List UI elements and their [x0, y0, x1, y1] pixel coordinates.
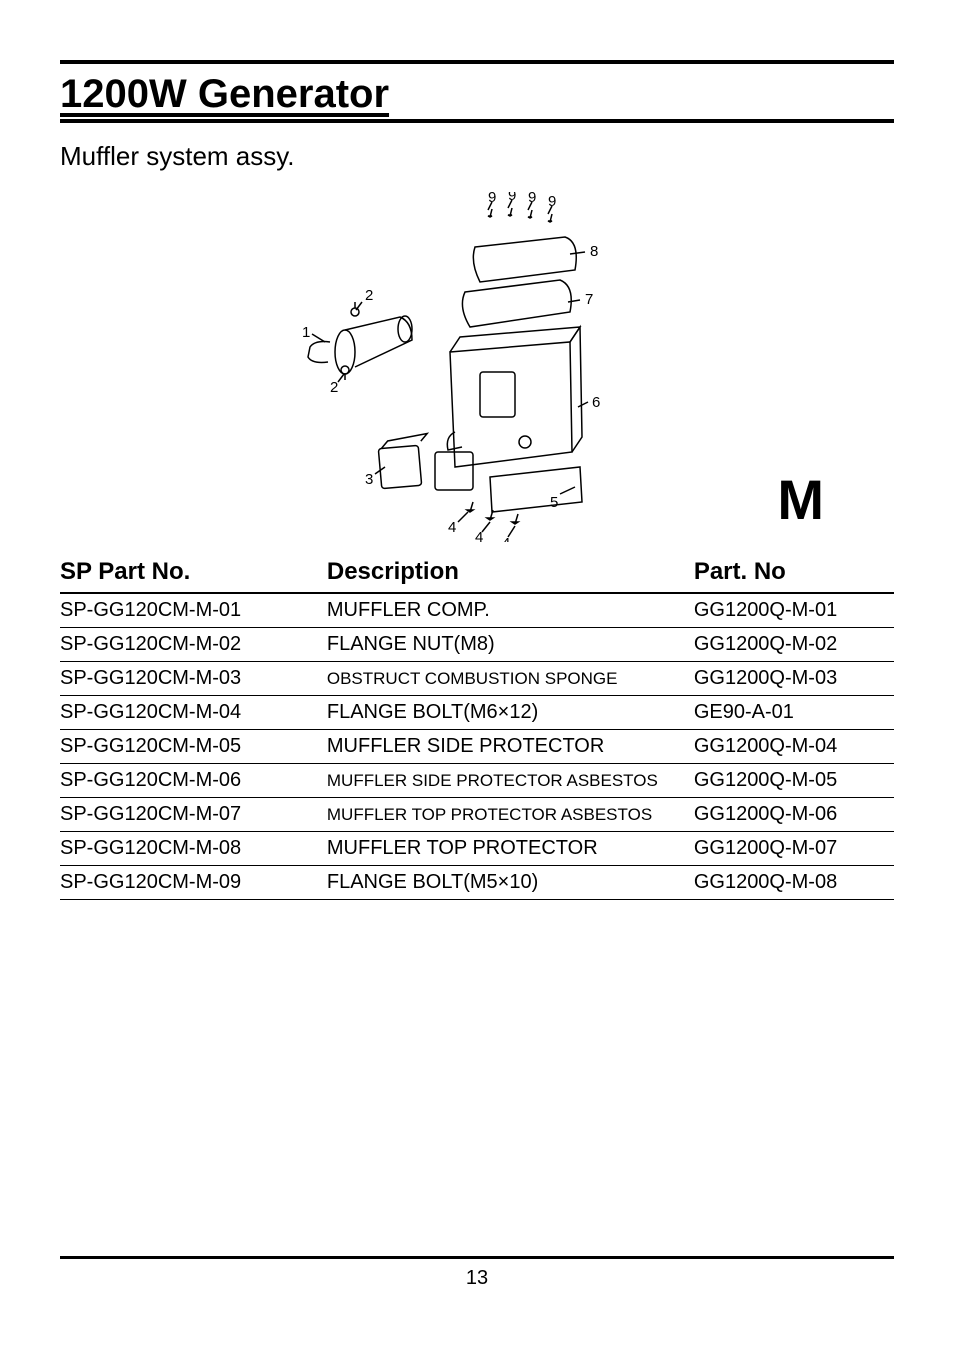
- cell-part-no: GG1200Q-M-02: [694, 628, 894, 662]
- cell-part-no: GG1200Q-M-08: [694, 866, 894, 900]
- cell-sp-part-no: SP-GG120CM-M-05: [60, 730, 327, 764]
- callout-4a: 4: [448, 519, 456, 536]
- table-body: SP-GG120CM-M-01MUFFLER COMP.GG1200Q-M-01…: [60, 593, 894, 900]
- title-block: 1200W Generator: [60, 72, 894, 123]
- exploded-diagram: 1 2 2 3 4 4 4 5 6 7 8 9 9 9 9 M: [60, 192, 894, 542]
- cell-part-no: GE90-A-01: [694, 696, 894, 730]
- parts-table: SP Part No. Description Part. No SP-GG12…: [60, 552, 894, 900]
- cell-sp-part-no: SP-GG120CM-M-07: [60, 798, 327, 832]
- table-row: SP-GG120CM-M-07MUFFLER TOP PROTECTOR ASB…: [60, 798, 894, 832]
- table-row: SP-GG120CM-M-04FLANGE BOLT(M6×12)GE90-A-…: [60, 696, 894, 730]
- callout-5: 5: [550, 494, 558, 511]
- header-sp-part-no: SP Part No.: [60, 552, 327, 593]
- callout-4b: 4: [475, 529, 483, 542]
- table-row: SP-GG120CM-M-09FLANGE BOLT(M5×10)GG1200Q…: [60, 866, 894, 900]
- callout-6: 6: [592, 394, 600, 411]
- callout-3: 3: [365, 471, 373, 488]
- callout-7: 7: [585, 291, 593, 308]
- callout-1: 1: [302, 324, 310, 341]
- callout-8: 8: [590, 243, 598, 260]
- table-row: SP-GG120CM-M-03OBSTRUCT COMBUSTION SPONG…: [60, 662, 894, 696]
- cell-sp-part-no: SP-GG120CM-M-08: [60, 832, 327, 866]
- callout-9c: 9: [528, 192, 536, 206]
- table-header-row: SP Part No. Description Part. No: [60, 552, 894, 593]
- header-description: Description: [327, 552, 694, 593]
- cell-description: MUFFLER COMP.: [327, 593, 694, 628]
- cell-part-no: GG1200Q-M-03: [694, 662, 894, 696]
- table-row: SP-GG120CM-M-01MUFFLER COMP.GG1200Q-M-01: [60, 593, 894, 628]
- page-title: 1200W Generator: [60, 72, 894, 117]
- page-number: 13: [466, 1267, 488, 1289]
- diagram-svg: 1 2 2 3 4 4 4 5 6 7 8 9 9 9 9: [230, 192, 650, 542]
- table-row: SP-GG120CM-M-05MUFFLER SIDE PROTECTORGG1…: [60, 730, 894, 764]
- cell-description: MUFFLER TOP PROTECTOR ASBESTOS: [327, 798, 694, 832]
- cell-description: FLANGE BOLT(M6×12): [327, 696, 694, 730]
- callout-4c: 4: [502, 535, 510, 542]
- section-letter: M: [777, 467, 824, 532]
- table-row: SP-GG120CM-M-06MUFFLER SIDE PROTECTOR AS…: [60, 764, 894, 798]
- callout-2a: 2: [365, 287, 373, 304]
- cell-sp-part-no: SP-GG120CM-M-04: [60, 696, 327, 730]
- callout-9a: 9: [488, 192, 496, 206]
- cell-part-no: GG1200Q-M-01: [694, 593, 894, 628]
- cell-sp-part-no: SP-GG120CM-M-02: [60, 628, 327, 662]
- cell-description: OBSTRUCT COMBUSTION SPONGE: [327, 662, 694, 696]
- cell-description: MUFFLER TOP PROTECTOR: [327, 832, 694, 866]
- cell-part-no: GG1200Q-M-05: [694, 764, 894, 798]
- subtitle: Muffler system assy.: [60, 141, 894, 172]
- cell-sp-part-no: SP-GG120CM-M-03: [60, 662, 327, 696]
- cell-part-no: GG1200Q-M-07: [694, 832, 894, 866]
- page-content: 1200W Generator Muffler system assy.: [60, 60, 894, 900]
- cell-part-no: GG1200Q-M-06: [694, 798, 894, 832]
- header-part-no: Part. No: [694, 552, 894, 593]
- callout-2b: 2: [330, 379, 338, 396]
- callout-9d: 9: [548, 193, 556, 210]
- table-row: SP-GG120CM-M-02FLANGE NUT(M8)GG1200Q-M-0…: [60, 628, 894, 662]
- table-row: SP-GG120CM-M-08MUFFLER TOP PROTECTORGG12…: [60, 832, 894, 866]
- cell-description: FLANGE NUT(M8): [327, 628, 694, 662]
- cell-description: MUFFLER SIDE PROTECTOR ASBESTOS: [327, 764, 694, 798]
- page-footer: 13: [60, 1256, 894, 1290]
- callout-9b: 9: [508, 192, 516, 204]
- cell-sp-part-no: SP-GG120CM-M-06: [60, 764, 327, 798]
- cell-sp-part-no: SP-GG120CM-M-01: [60, 593, 327, 628]
- cell-description: FLANGE BOLT(M5×10): [327, 866, 694, 900]
- cell-description: MUFFLER SIDE PROTECTOR: [327, 730, 694, 764]
- cell-sp-part-no: SP-GG120CM-M-09: [60, 866, 327, 900]
- cell-part-no: GG1200Q-M-04: [694, 730, 894, 764]
